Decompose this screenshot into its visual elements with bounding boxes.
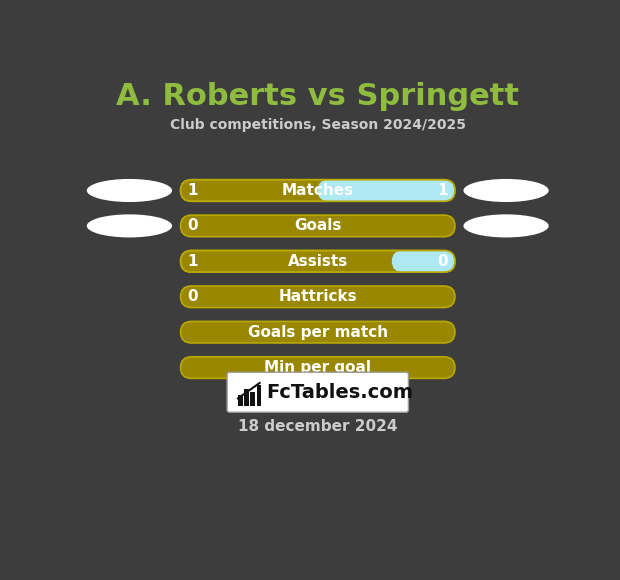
FancyBboxPatch shape <box>180 357 455 378</box>
Text: Min per goal: Min per goal <box>264 360 371 375</box>
Text: 1: 1 <box>188 183 198 198</box>
Text: Assists: Assists <box>288 254 348 269</box>
Text: Hattricks: Hattricks <box>278 289 357 304</box>
Text: Goals per match: Goals per match <box>247 325 388 340</box>
FancyBboxPatch shape <box>227 372 409 412</box>
Bar <box>257 385 261 406</box>
Text: 18 december 2024: 18 december 2024 <box>238 419 397 434</box>
Text: Matches: Matches <box>281 183 354 198</box>
Text: Club competitions, Season 2024/2025: Club competitions, Season 2024/2025 <box>170 118 466 132</box>
FancyBboxPatch shape <box>392 251 455 272</box>
Text: 0: 0 <box>188 289 198 304</box>
FancyBboxPatch shape <box>317 180 455 201</box>
Text: FcTables.com: FcTables.com <box>266 383 413 402</box>
Text: 0: 0 <box>188 219 198 233</box>
Ellipse shape <box>463 179 549 202</box>
Ellipse shape <box>87 215 172 237</box>
FancyBboxPatch shape <box>180 251 455 272</box>
Ellipse shape <box>87 179 172 202</box>
Bar <box>250 392 255 406</box>
FancyBboxPatch shape <box>180 180 455 201</box>
Bar <box>238 396 242 406</box>
FancyBboxPatch shape <box>180 286 455 307</box>
Text: 1: 1 <box>437 183 448 198</box>
Text: 0: 0 <box>437 254 448 269</box>
Text: A. Roberts vs Springett: A. Roberts vs Springett <box>117 82 520 111</box>
FancyBboxPatch shape <box>180 215 455 237</box>
FancyBboxPatch shape <box>180 321 455 343</box>
Ellipse shape <box>463 215 549 237</box>
Text: Goals: Goals <box>294 219 342 233</box>
Bar <box>244 389 249 406</box>
Text: 1: 1 <box>188 254 198 269</box>
